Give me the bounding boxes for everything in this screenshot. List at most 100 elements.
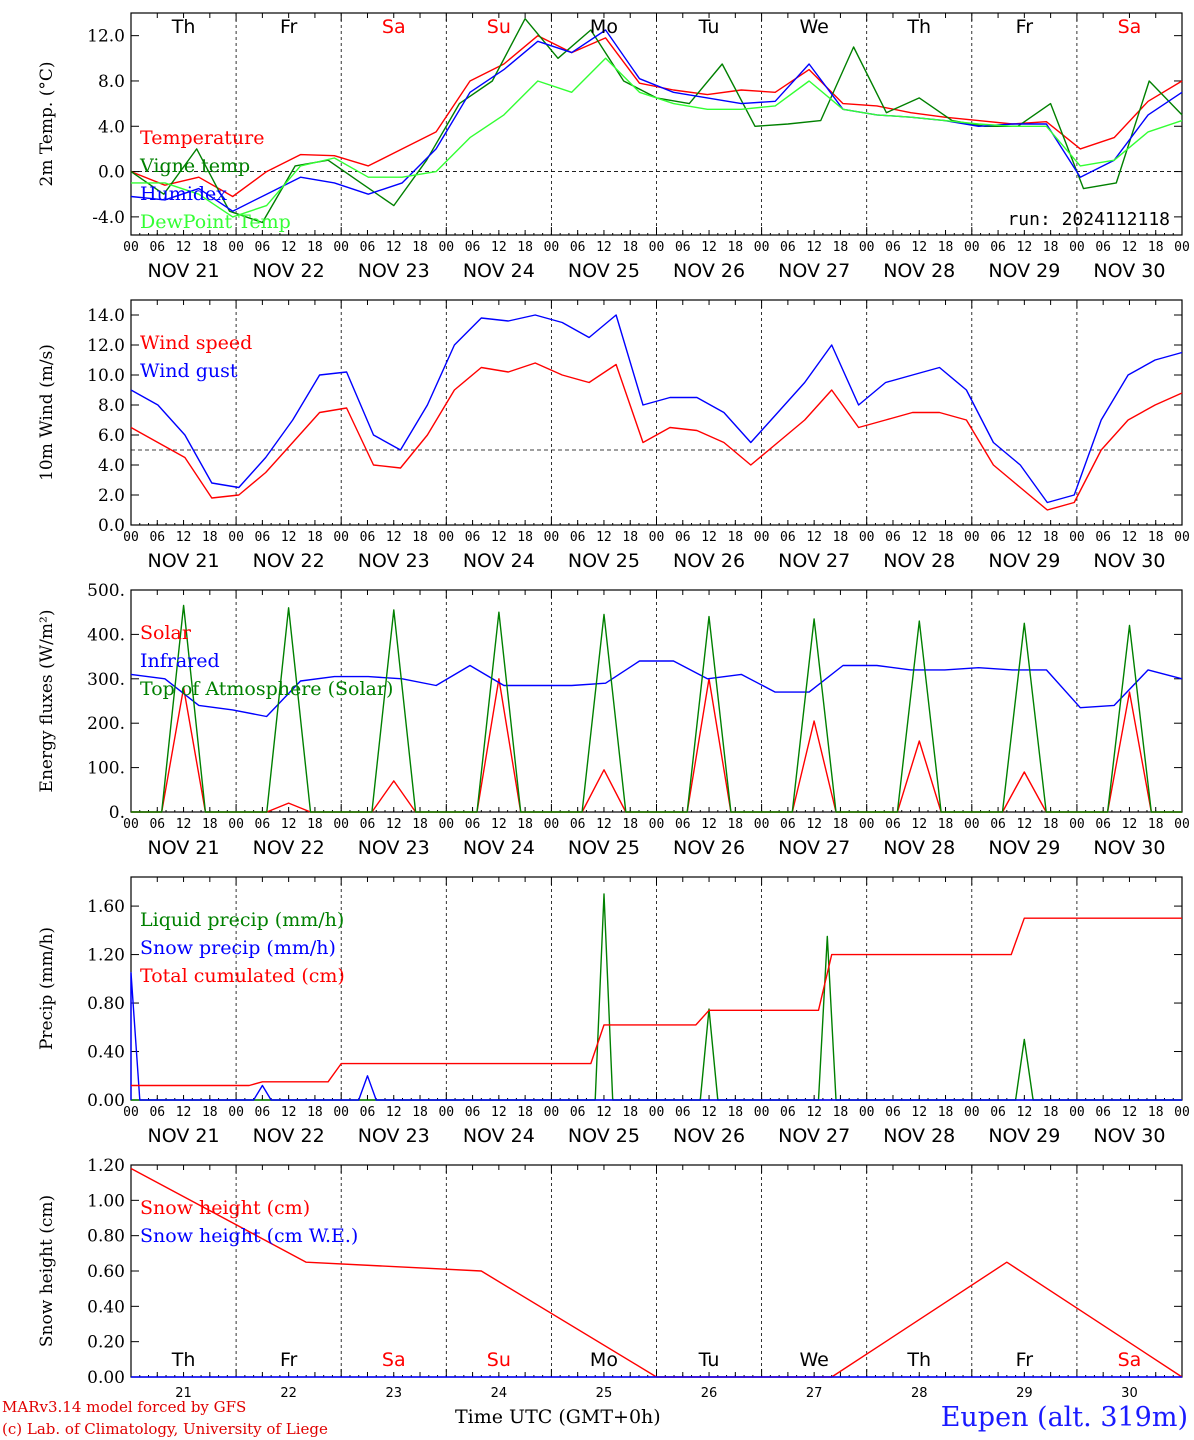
hour-tick-label: 12	[806, 1105, 822, 1120]
hour-tick-label: 12	[701, 1105, 717, 1120]
hour-tick-label: 12	[911, 530, 927, 545]
hour-tick-label: 12	[281, 530, 297, 545]
series-line-top-of-atmosphere-solar-	[131, 604, 1182, 813]
day-number: 29	[1016, 1386, 1033, 1401]
date-label: NOV 27	[778, 260, 850, 282]
x-axis-title: Time UTC (GMT+0h)	[455, 1406, 661, 1428]
legend-item: Snow height (cm W.E.)	[140, 1225, 358, 1247]
series-line-dewpoint-temp	[131, 57, 1183, 218]
legend-item: Snow precip (mm/h)	[140, 937, 336, 959]
hour-tick-label: 18	[833, 1105, 849, 1120]
hour-tick-label: 06	[675, 1105, 691, 1120]
hour-tick-label: 12	[596, 530, 612, 545]
hour-tick-label: 00	[649, 817, 665, 832]
weekday-label: Fr	[1016, 16, 1034, 38]
hour-tick-label: 18	[1043, 817, 1059, 832]
hour-tick-label: 06	[885, 817, 901, 832]
y-tick-label: 12.0	[87, 336, 125, 356]
date-label: NOV 23	[358, 1125, 430, 1147]
y-axis-label: 2m Temp. (°C)	[37, 61, 57, 186]
legend-item: Top of Atmosphere (Solar)	[140, 678, 393, 700]
hour-tick-label: 00	[123, 1105, 139, 1120]
hour-tick-label: 18	[1148, 530, 1164, 545]
hour-tick-label: 18	[307, 530, 323, 545]
hour-tick-label: 18	[727, 1105, 743, 1120]
date-label: NOV 29	[988, 260, 1060, 282]
hour-tick-label: 18	[202, 530, 218, 545]
hour-tick-label: 06	[675, 240, 691, 255]
weekday-label: Fr	[280, 1349, 298, 1371]
hour-tick-label: 00	[333, 240, 349, 255]
hour-tick-label: 18	[622, 1105, 638, 1120]
hour-tick-label: 00	[1069, 1105, 1085, 1120]
hour-tick-label: 18	[938, 240, 954, 255]
legend-item: Wind gust	[140, 360, 238, 382]
date-label: NOV 22	[253, 260, 325, 282]
hour-tick-label: 06	[149, 240, 165, 255]
hour-tick-label: 12	[806, 530, 822, 545]
hour-tick-label: 06	[885, 1105, 901, 1120]
y-tick-label: 4.0	[98, 117, 125, 137]
hour-tick-label: 18	[412, 240, 428, 255]
hour-tick-label: 06	[255, 530, 271, 545]
y-tick-label: 0.00	[87, 1091, 125, 1111]
date-label: NOV 28	[883, 837, 955, 859]
hour-tick-label: 12	[1017, 240, 1033, 255]
hour-tick-label: 00	[1069, 240, 1085, 255]
date-label: NOV 25	[568, 837, 640, 859]
hour-tick-label: 00	[544, 240, 560, 255]
date-label: NOV 28	[883, 550, 955, 572]
date-label: NOV 24	[463, 550, 535, 572]
y-tick-label: 1.60	[87, 897, 125, 917]
hour-tick-label: 12	[596, 817, 612, 832]
hour-tick-label: 12	[281, 1105, 297, 1120]
hour-tick-label: 00	[1174, 240, 1190, 255]
hour-tick-label: 00	[1174, 817, 1190, 832]
hour-tick-label: 00	[333, 530, 349, 545]
legend-item: Vigne temp	[139, 155, 250, 177]
weekday-label: Sa	[382, 1349, 406, 1371]
weekday-label: Tu	[698, 16, 720, 38]
hour-tick-label: 00	[438, 817, 454, 832]
series-line-wind-speed	[130, 362, 1183, 511]
hour-tick-label: 18	[833, 817, 849, 832]
hour-tick-label: 00	[649, 1105, 665, 1120]
hour-tick-label: 00	[333, 817, 349, 832]
hour-tick-label: 06	[990, 817, 1006, 832]
hour-tick-label: 06	[1095, 240, 1111, 255]
hour-tick-label: 12	[911, 1105, 927, 1120]
y-tick-label: -4.0	[92, 208, 125, 228]
date-label: NOV 26	[673, 1125, 745, 1147]
hour-tick-label: 12	[386, 817, 402, 832]
date-label: NOV 24	[463, 260, 535, 282]
hour-tick-label: 12	[281, 240, 297, 255]
hour-tick-label: 18	[1043, 530, 1059, 545]
date-label: NOV 23	[358, 837, 430, 859]
hour-tick-label: 18	[622, 240, 638, 255]
y-tick-label: 100.	[87, 759, 125, 779]
date-label: NOV 25	[568, 260, 640, 282]
hour-tick-label: 18	[412, 1105, 428, 1120]
hour-tick-label: 12	[596, 1105, 612, 1120]
hour-tick-label: 18	[517, 817, 533, 832]
hour-tick-label: 18	[307, 240, 323, 255]
hour-tick-label: 12	[806, 817, 822, 832]
hour-tick-label: 18	[1148, 240, 1164, 255]
hour-tick-label: 00	[228, 1105, 244, 1120]
lab-credit: (c) Lab. of Climatology, University of L…	[2, 1420, 328, 1438]
hour-tick-label: 00	[1174, 1105, 1190, 1120]
hour-tick-label: 12	[701, 240, 717, 255]
y-tick-label: 0.0	[98, 516, 125, 536]
hour-tick-label: 12	[491, 530, 507, 545]
day-number: 26	[701, 1386, 718, 1401]
date-label: NOV 26	[673, 837, 745, 859]
day-number: 24	[491, 1386, 508, 1401]
hour-tick-label: 06	[780, 240, 796, 255]
hour-tick-label: 00	[123, 817, 139, 832]
hour-tick-label: 06	[780, 817, 796, 832]
y-tick-label: 0.60	[87, 1262, 125, 1282]
hour-tick-label: 18	[307, 1105, 323, 1120]
day-number: 27	[806, 1386, 823, 1401]
hour-tick-label: 00	[438, 530, 454, 545]
hour-tick-label: 00	[544, 817, 560, 832]
